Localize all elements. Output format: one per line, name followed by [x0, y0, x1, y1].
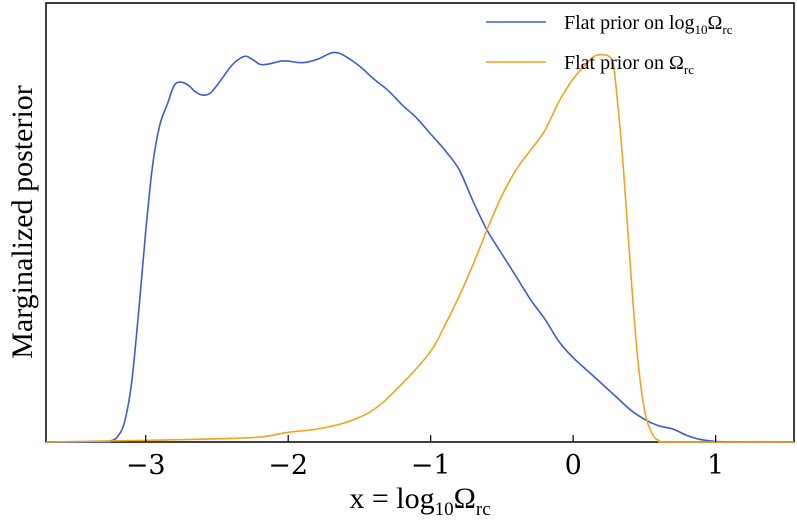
legend: Flat prior on log10Ωrc Flat prior on Ωrc [486, 12, 733, 77]
x-axis-label-omega: Ω [454, 482, 476, 515]
series-line-1 [45, 51, 794, 443]
legend-label-series-1: Flat prior on log10Ωrc [564, 12, 733, 37]
x-tick-label: −3 [126, 450, 166, 481]
x-axis-ticks: −3 −2 −1 0 1 [126, 435, 724, 481]
y-axis-label: Marginalized posterior [6, 85, 39, 359]
series-line-2 [45, 53, 795, 443]
x-axis-label: x = log10Ωrc [349, 482, 490, 520]
plot-frame [45, 2, 795, 443]
x-axis-label-sub: 10 [435, 499, 454, 520]
series-layer [45, 51, 795, 443]
x-tick-label: −2 [268, 450, 308, 481]
legend-label-series-2: Flat prior on Ωrc [564, 52, 694, 77]
x-tick-label: 0 [565, 450, 582, 481]
x-tick-label: 1 [707, 450, 724, 481]
x-axis-label-base: x = log [349, 482, 434, 515]
x-tick-label: −1 [411, 450, 451, 481]
x-axis-label-omega-sub: rc [476, 499, 491, 520]
